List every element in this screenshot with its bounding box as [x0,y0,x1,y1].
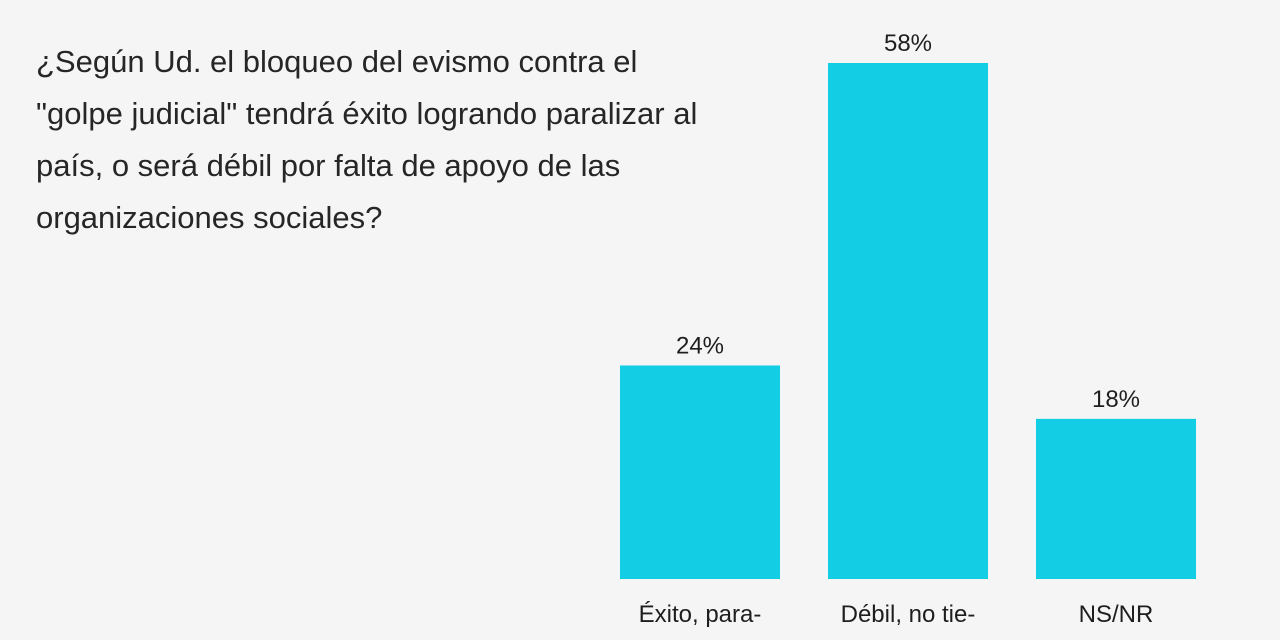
bar-3 [1036,418,1196,579]
chart-title: ¿Según Ud. el bloqueo del evismo contra … [36,44,698,235]
value-label-2: 58% [884,30,932,57]
category-label-1: Éxito, para- [639,601,762,628]
value-label-3: 18% [1092,386,1140,413]
bar-2 [828,63,988,579]
category-label-3: NS/NR [1079,601,1154,628]
category-label-2: Débil, no tie- [841,601,976,628]
bar-1 [620,365,780,579]
value-label-1: 24% [676,332,724,359]
